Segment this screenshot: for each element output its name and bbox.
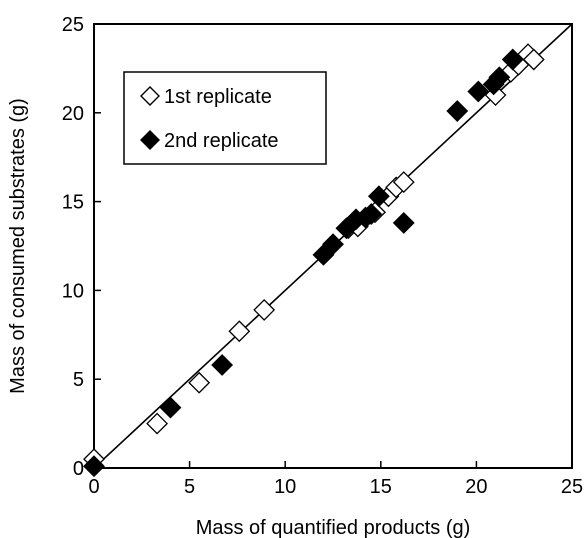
data-point-2nd-replicate bbox=[367, 185, 390, 208]
y-axis-ticks: 0 5 10 15 20 25 bbox=[62, 14, 101, 480]
y-tick-label: 15 bbox=[62, 192, 84, 214]
y-tick-label: 10 bbox=[62, 280, 84, 302]
x-axis-title: Mass of quantified products (g) bbox=[196, 517, 471, 538]
data-point-2nd-replicate bbox=[501, 48, 524, 71]
data-point-2nd-replicate bbox=[392, 211, 415, 234]
x-tick-label: 20 bbox=[465, 476, 487, 498]
y-tick-label: 5 bbox=[73, 369, 84, 391]
legend-label-1st-replicate: 1st replicate bbox=[164, 86, 272, 108]
data-points bbox=[83, 43, 545, 478]
y-tick-label: 20 bbox=[62, 103, 84, 125]
data-point-1st-replicate bbox=[146, 412, 169, 435]
legend-box bbox=[123, 71, 327, 165]
legend-marker-filled-diamond bbox=[140, 130, 160, 150]
y-tick-label: 25 bbox=[62, 14, 84, 36]
x-tick-label: 0 bbox=[88, 476, 99, 498]
y-tick-label: 0 bbox=[73, 458, 84, 480]
data-point-1st-replicate bbox=[392, 171, 415, 193]
plot-frame bbox=[93, 23, 573, 469]
data-point-2nd-replicate bbox=[322, 233, 344, 256]
data-point-2nd-replicate bbox=[467, 80, 490, 103]
legend-marker-open-diamond bbox=[140, 86, 160, 106]
data-point-2nd-replicate bbox=[446, 100, 469, 122]
x-tick-label: 5 bbox=[184, 476, 195, 498]
data-point-1st-replicate bbox=[188, 371, 211, 394]
x-tick-label: 10 bbox=[274, 476, 296, 498]
data-point-1st-replicate bbox=[253, 299, 276, 321]
x-tick-label: 25 bbox=[561, 476, 583, 498]
legend: 1st replicate 2nd replicate bbox=[123, 71, 327, 165]
x-tick-label: 15 bbox=[370, 476, 392, 498]
y-axis-title: Mass of consumed substrates (g) bbox=[7, 98, 29, 394]
data-point-2nd-replicate bbox=[360, 203, 383, 225]
legend-label-2nd-replicate: 2nd replicate bbox=[164, 130, 279, 152]
data-point-2nd-replicate bbox=[488, 66, 511, 89]
data-point-1st-replicate bbox=[228, 320, 251, 343]
data-point-2nd-replicate bbox=[159, 396, 182, 419]
plot-area: 0 5 10 15 20 25 0 5 10 15 20 25 bbox=[62, 14, 583, 498]
data-point-1st-replicate bbox=[522, 48, 545, 71]
x-axis-ticks: 0 5 10 15 20 25 bbox=[88, 461, 583, 498]
data-point-2nd-replicate bbox=[211, 354, 234, 376]
data-point-2nd-replicate bbox=[83, 455, 105, 478]
